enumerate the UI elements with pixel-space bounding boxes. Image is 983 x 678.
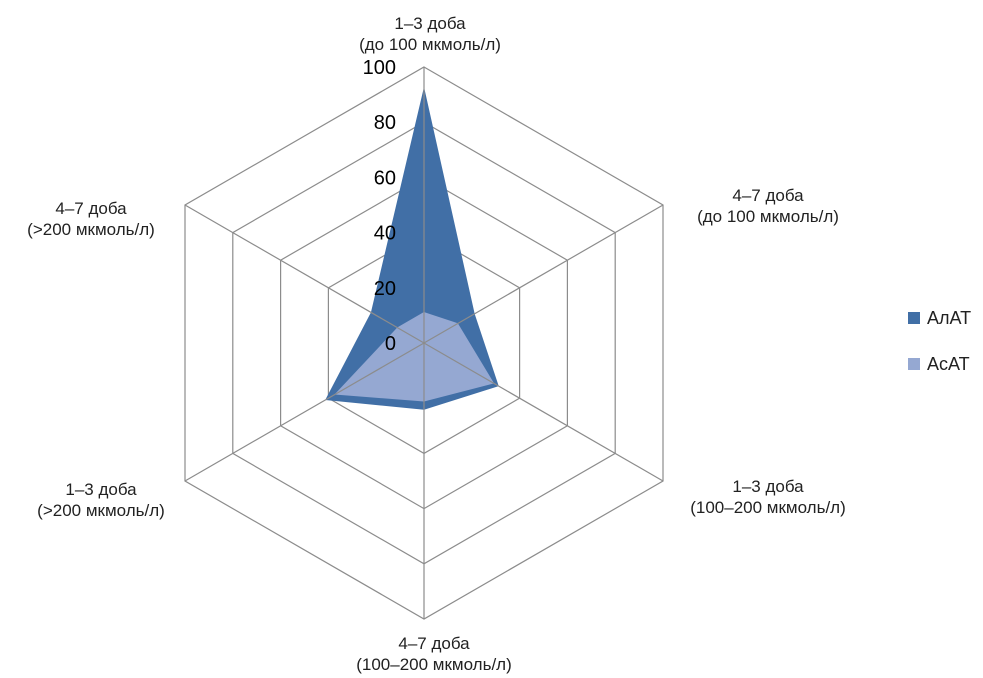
category-label: 1–3 доба <box>394 14 466 33</box>
spoke-line <box>184 342 425 482</box>
legend-swatch <box>908 312 920 324</box>
category-label: (до 100 мкмоль/л) <box>359 35 501 54</box>
series-layer <box>325 88 499 410</box>
radar-spokes <box>184 67 664 619</box>
legend-swatch <box>908 358 920 370</box>
tick-label: 60 <box>374 167 396 189</box>
category-label: 4–7 доба <box>55 199 127 218</box>
legend-label: АлАТ <box>927 308 971 328</box>
tick-label: 0 <box>385 333 396 355</box>
spoke-line <box>184 204 425 344</box>
tick-label: 80 <box>374 112 396 134</box>
category-labels: 1–3 доба (до 100 мкмоль/л) 4–7 доба (до 100… <box>27 14 846 674</box>
radial-tick-labels: 0 20 40 60 80 100 <box>363 57 396 355</box>
tick-label: 20 <box>374 278 396 300</box>
category-label: (>200 мкмоль/л) <box>37 501 165 520</box>
spoke-line <box>423 342 664 482</box>
legend: АлАТ АсАТ <box>908 308 971 374</box>
spoke-line <box>423 204 664 344</box>
category-label: 1–3 доба <box>65 480 137 499</box>
category-label: (100–200 мкмоль/л) <box>690 498 846 517</box>
category-label: (до 100 мкмоль/л) <box>697 207 839 226</box>
category-label: (100–200 мкмоль/л) <box>356 655 512 674</box>
category-label: 1–3 доба <box>732 477 804 496</box>
legend-label: АсАТ <box>927 354 970 374</box>
category-label: (>200 мкмоль/л) <box>27 220 155 239</box>
category-label: 4–7 доба <box>398 634 470 653</box>
tick-label: 40 <box>374 223 396 245</box>
tick-label: 100 <box>363 57 396 79</box>
category-label: 4–7 доба <box>732 186 804 205</box>
